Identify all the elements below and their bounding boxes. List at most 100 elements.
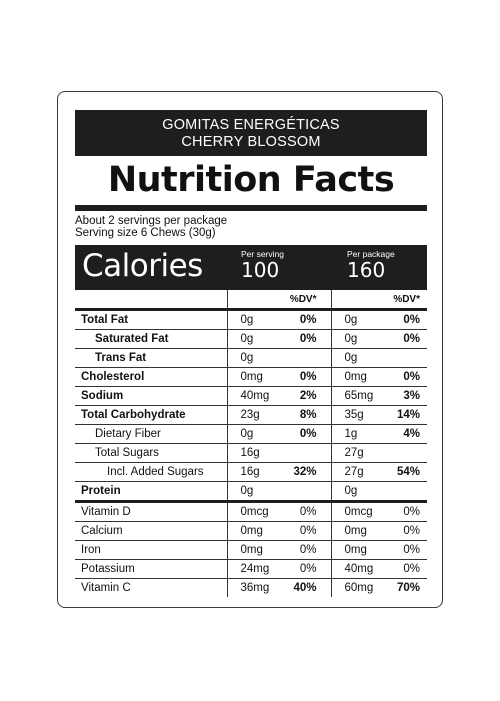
dv-per-package: 70% (396, 582, 420, 594)
dv-per-serving: 0% (277, 559, 331, 579)
calories-per-package: Per package 160 (347, 249, 395, 282)
table-row: Potassium 24mg 0% 40mg 0% (75, 559, 427, 579)
amount-per-serving: 40mg (226, 386, 277, 406)
nutrient-name: Potassium (75, 559, 227, 579)
dv-per-serving: 0% (277, 501, 331, 522)
amount-per-package: 0g (330, 329, 381, 349)
nutrition-panel: GOMITAS ENERGÉTICAS CHERRY BLOSSOM Nutri… (75, 110, 427, 597)
nutrient-name: Dietary Fiber (75, 424, 227, 444)
dv-per-serving: 0% (277, 521, 331, 541)
dv-per-package: 0% (381, 367, 427, 387)
product-name-line1: GOMITAS ENERGÉTICAS (162, 117, 340, 133)
dv-per-serving (277, 348, 331, 368)
amount-per-package: 0mg (330, 367, 381, 387)
dv-per-package: 14% (381, 405, 427, 425)
dv-per-serving (277, 481, 331, 503)
nutrition-facts-title: Nutrition Facts (107, 160, 395, 200)
dv-per-package: 0% (381, 501, 427, 522)
dv-per-serving: 0% (277, 367, 331, 387)
dv-per-package: 0% (381, 329, 427, 349)
table-row: Total Sugars 16g 27g (75, 443, 427, 463)
amount-per-package: 27g (330, 443, 381, 463)
calories-label: Calories (82, 248, 203, 284)
table-row: Sodium 40mg 2% 65mg 3% (75, 386, 427, 406)
per-serving-label: Per serving (241, 249, 284, 259)
nutrient-name: Iron (75, 540, 227, 560)
dv-per-serving: 2% (277, 386, 331, 406)
nutrient-name: Vitamin D (75, 501, 227, 522)
nutrient-name: Trans Fat (75, 348, 227, 368)
amount-per-serving: 0g (226, 309, 277, 330)
amount-per-serving: 0mg (226, 540, 277, 560)
dv-per-package: 0% (381, 559, 427, 579)
amount-per-package: 40mg (330, 559, 381, 579)
dv-per-serving: 8% (277, 405, 331, 425)
thick-divider (75, 205, 427, 211)
amount-per-package: 0mcg (330, 501, 381, 522)
amount-per-serving: 0g (226, 348, 277, 368)
table-row: Calcium 0mg 0% 0mg 0% (75, 521, 427, 541)
dv-per-package (381, 443, 427, 463)
per-package-label: Per package (347, 249, 395, 259)
serving-size: Serving size 6 Chews (30g) (75, 227, 216, 239)
amount-per-package: 0g (330, 309, 381, 330)
dv-per-package: 0% (381, 540, 427, 560)
nutrient-name: Saturated Fat (75, 329, 227, 349)
dv-per-package: 54% (381, 462, 427, 482)
product-name-banner: GOMITAS ENERGÉTICAS CHERRY BLOSSOM (75, 110, 427, 156)
dv-header-package: %DV* (381, 290, 427, 311)
dv-per-serving: 0% (277, 540, 331, 560)
calories-per-serving: Per serving 100 (241, 249, 284, 282)
nutrient-name: Total Sugars (75, 443, 227, 463)
table-row: Trans Fat 0g 0g (75, 348, 427, 368)
amount-per-package: 1g (330, 424, 381, 444)
amount-per-serving: 16g (226, 462, 277, 482)
nutrient-name: Calcium (75, 521, 227, 541)
per-serving-calories: 100 (241, 258, 280, 282)
amount-per-package: 0mg (330, 521, 381, 541)
amount-per-serving: 24mg (226, 559, 277, 579)
amount-per-package: 0g (330, 348, 381, 368)
dv-per-serving: 0% (277, 309, 331, 330)
table-row: Dietary Fiber 0g 0% 1g 4% (75, 424, 427, 444)
dv-header-serving: %DV* (277, 290, 331, 311)
table-row: Vitamin C 36mg 40% 60mg 70% (75, 578, 427, 597)
amount-per-serving: 0mcg (226, 501, 277, 522)
amount-per-package: 0g (330, 481, 381, 503)
table-row: Iron 0mg 0% 0mg 0% (75, 540, 427, 560)
nutrient-table: %DV* %DV* Total Fat 0g 0% 0g 0% Saturate… (75, 290, 427, 597)
product-name-line2: CHERRY BLOSSOM (181, 134, 321, 150)
dv-per-package: 4% (381, 424, 427, 444)
amount-per-serving: 0g (226, 329, 277, 349)
amount-per-package: 65mg (330, 386, 381, 406)
amount-per-serving: 0mg (226, 521, 277, 541)
table-row: Total Carbohydrate 23g 8% 35g 14% (75, 405, 427, 425)
dv-per-package (381, 481, 427, 503)
serving-info: About 2 servings per package Serving siz… (75, 211, 427, 245)
nutrient-name: Incl. Added Sugars (75, 462, 227, 482)
table-row: Total Fat 0g 0% 0g 0% (75, 309, 427, 330)
nutrient-name: Sodium (75, 386, 227, 406)
table-row: Vitamin D 0mcg 0% 0mcg 0% (75, 501, 427, 522)
dv-per-serving: 0% (277, 424, 331, 444)
calories-banner: Calories Per serving 100 Per package 160 (75, 245, 427, 290)
amount-per-serving: 0g (226, 424, 277, 444)
amount-per-serving: 0g (226, 481, 277, 503)
nutrient-name: Protein (75, 481, 227, 503)
dv-per-package: 0% (381, 309, 427, 330)
amount-per-serving: 36mg (226, 578, 277, 597)
dv-per-package (381, 348, 427, 368)
dv-header-row: %DV* %DV* (75, 290, 427, 311)
amount-per-package: 0mg (330, 540, 381, 560)
dv-per-serving: 32% (277, 462, 331, 482)
table-row: Protein 0g 0g (75, 481, 427, 503)
dv-per-package: 3% (381, 386, 427, 406)
per-package-calories: 160 (347, 258, 386, 282)
nutrient-name: Total Fat (75, 309, 227, 330)
nutrient-name: Vitamin C (81, 582, 131, 594)
dv-per-package: 0% (381, 521, 427, 541)
amount-per-package: 35g (330, 405, 381, 425)
table-row: Saturated Fat 0g 0% 0g 0% (75, 329, 427, 349)
servings-per-package: About 2 servings per package (75, 215, 228, 227)
amount-per-serving: 23g (226, 405, 277, 425)
